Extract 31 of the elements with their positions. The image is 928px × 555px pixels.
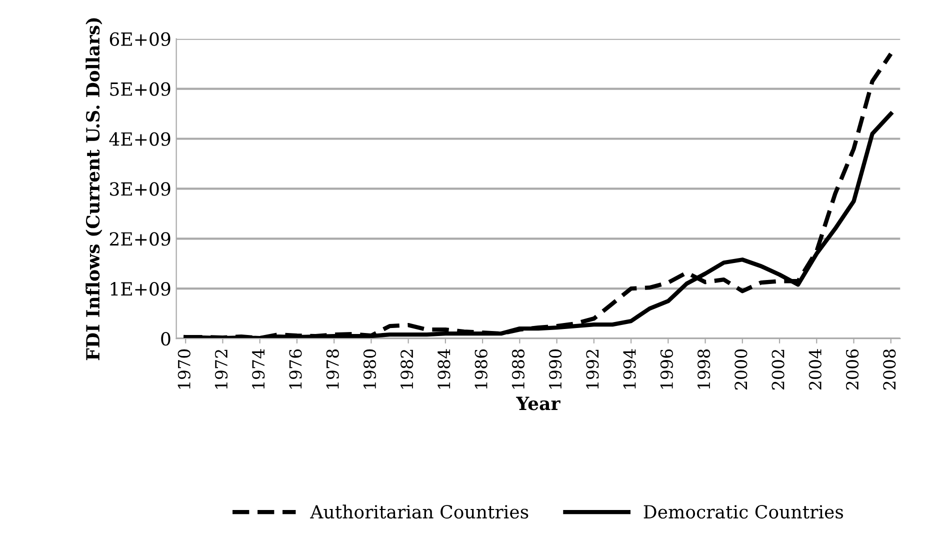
y-tick-label: 5E+09 — [110, 82, 170, 96]
x-tick-label: 2004 — [808, 349, 822, 390]
x-tick-label: 1994 — [623, 349, 636, 389]
x-tick-label: 2008 — [883, 349, 896, 390]
x-tick-label: 1976 — [289, 349, 302, 389]
y-tick-label: 6E+09 — [110, 32, 170, 46]
x-tick-label: 1992 — [586, 350, 599, 389]
x-tick-label: 1988 — [512, 349, 525, 389]
legend-label: Authoritarian Countries — [310, 504, 528, 519]
x-tick-label: 1978 — [326, 349, 339, 389]
x-tick-label: 1996 — [660, 349, 673, 389]
x-tick-label: 2002 — [772, 350, 784, 390]
x-tick-label: 1998 — [698, 349, 710, 389]
y-tick-label: 1E+09 — [110, 282, 170, 296]
y-tick-label: 3E+09 — [110, 182, 170, 196]
y-tick-label: 2E+09 — [110, 232, 170, 246]
x-tick-label: 1990 — [549, 349, 562, 389]
x-tick-label: 1980 — [363, 349, 376, 389]
x-tick-label: 1986 — [474, 349, 488, 389]
x-tick-label: 1970 — [178, 349, 190, 389]
x-axis-title: Year — [516, 396, 560, 410]
x-tick-label: 1972 — [214, 350, 228, 389]
y-tick-label: 4E+09 — [109, 132, 170, 146]
x-tick-label: 1984 — [438, 349, 450, 389]
x-tick-label: 2006 — [846, 349, 859, 390]
legend-label: Democratic Countries — [644, 504, 844, 519]
x-tick-label: 1974 — [252, 349, 265, 389]
y-axis-title: FDI Inflows (Current U.S. Dollars) — [86, 18, 102, 360]
x-tick-label: 2000 — [734, 349, 748, 390]
x-tick-label: 1982 — [400, 350, 414, 389]
y-tick-label: 0 — [161, 332, 170, 346]
